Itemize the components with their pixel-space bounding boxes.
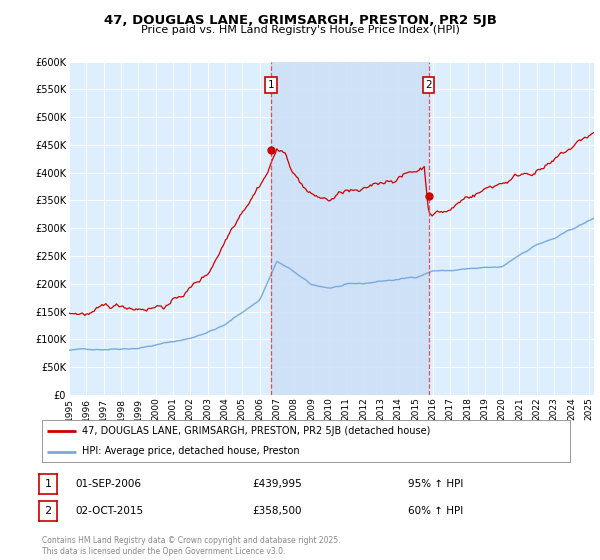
- Text: HPI: Average price, detached house, Preston: HPI: Average price, detached house, Pres…: [82, 446, 299, 456]
- Bar: [271, 62, 428, 395]
- Text: 95% ↑ HPI: 95% ↑ HPI: [408, 479, 463, 489]
- Text: Contains HM Land Registry data © Crown copyright and database right 2025.
This d: Contains HM Land Registry data © Crown c…: [42, 536, 341, 556]
- Text: Price paid vs. HM Land Registry's House Price Index (HPI): Price paid vs. HM Land Registry's House …: [140, 25, 460, 35]
- Text: 60% ↑ HPI: 60% ↑ HPI: [408, 506, 463, 516]
- Text: 1: 1: [44, 479, 52, 489]
- Text: 1: 1: [268, 80, 275, 90]
- Text: 01-SEP-2006: 01-SEP-2006: [75, 479, 141, 489]
- Text: 02-OCT-2015: 02-OCT-2015: [75, 506, 143, 516]
- Text: 2: 2: [44, 506, 52, 516]
- Text: 47, DOUGLAS LANE, GRIMSARGH, PRESTON, PR2 5JB (detached house): 47, DOUGLAS LANE, GRIMSARGH, PRESTON, PR…: [82, 426, 430, 436]
- Text: 47, DOUGLAS LANE, GRIMSARGH, PRESTON, PR2 5JB: 47, DOUGLAS LANE, GRIMSARGH, PRESTON, PR…: [104, 14, 496, 27]
- Text: £439,995: £439,995: [252, 479, 302, 489]
- Text: 2: 2: [425, 80, 432, 90]
- Text: £358,500: £358,500: [252, 506, 302, 516]
